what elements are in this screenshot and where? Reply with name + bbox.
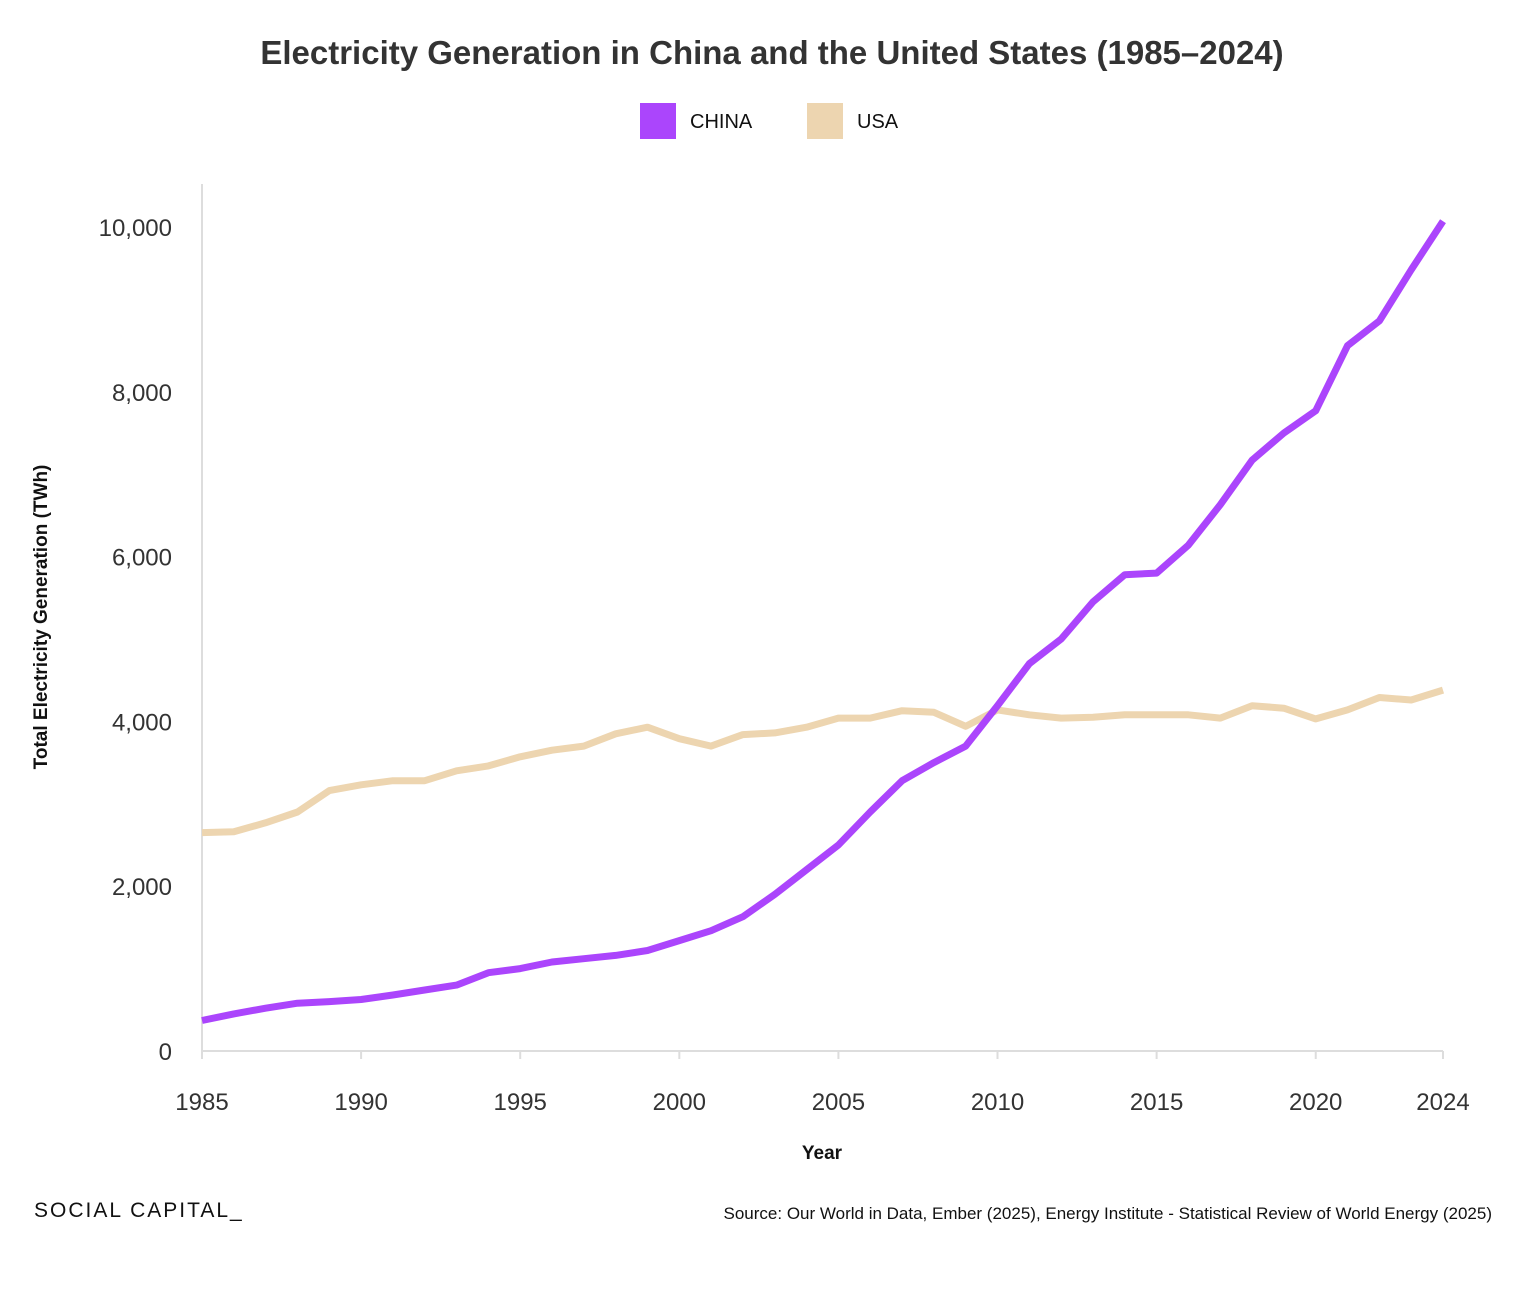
chart-title: Electricity Generation in China and the … [260, 34, 1283, 71]
x-tick-label: 2010 [971, 1089, 1024, 1116]
x-tick-label: 1985 [175, 1089, 228, 1116]
series-line-china [201, 219, 1446, 1024]
x-tick-label: 2024 [1416, 1089, 1469, 1116]
x-tick-label: 2000 [653, 1089, 706, 1116]
x-tick-label: 1990 [334, 1089, 387, 1116]
x-tick-label: 2020 [1289, 1089, 1342, 1116]
source-note: Source: Our World in Data, Ember (2025),… [724, 1204, 1492, 1223]
x-tick-label: 1995 [494, 1089, 547, 1116]
brand-logo: SOCIAL CAPITAL_ [34, 1199, 244, 1222]
y-tick-label: 8,000 [112, 380, 172, 407]
legend: CHINA USA [640, 103, 899, 139]
y-axis-label: Total Electricity Generation (TWh) [31, 465, 52, 770]
y-tick-label: 2,000 [112, 874, 172, 901]
x-tick-label: 2005 [812, 1089, 865, 1116]
y-tick-label: 10,000 [99, 215, 172, 242]
y-tick-label: 6,000 [112, 545, 172, 572]
legend-label-china: CHINA [690, 111, 753, 133]
series-line-usa [201, 686, 1445, 837]
y-tick-label: 4,000 [112, 709, 172, 736]
legend-swatch-usa [807, 103, 843, 139]
x-tick-label: 2015 [1130, 1089, 1183, 1116]
legend-swatch-china [640, 103, 676, 139]
y-tick-label: 0 [159, 1039, 172, 1066]
x-axis-label: Year [802, 1143, 843, 1164]
legend-label-usa: USA [857, 111, 899, 133]
